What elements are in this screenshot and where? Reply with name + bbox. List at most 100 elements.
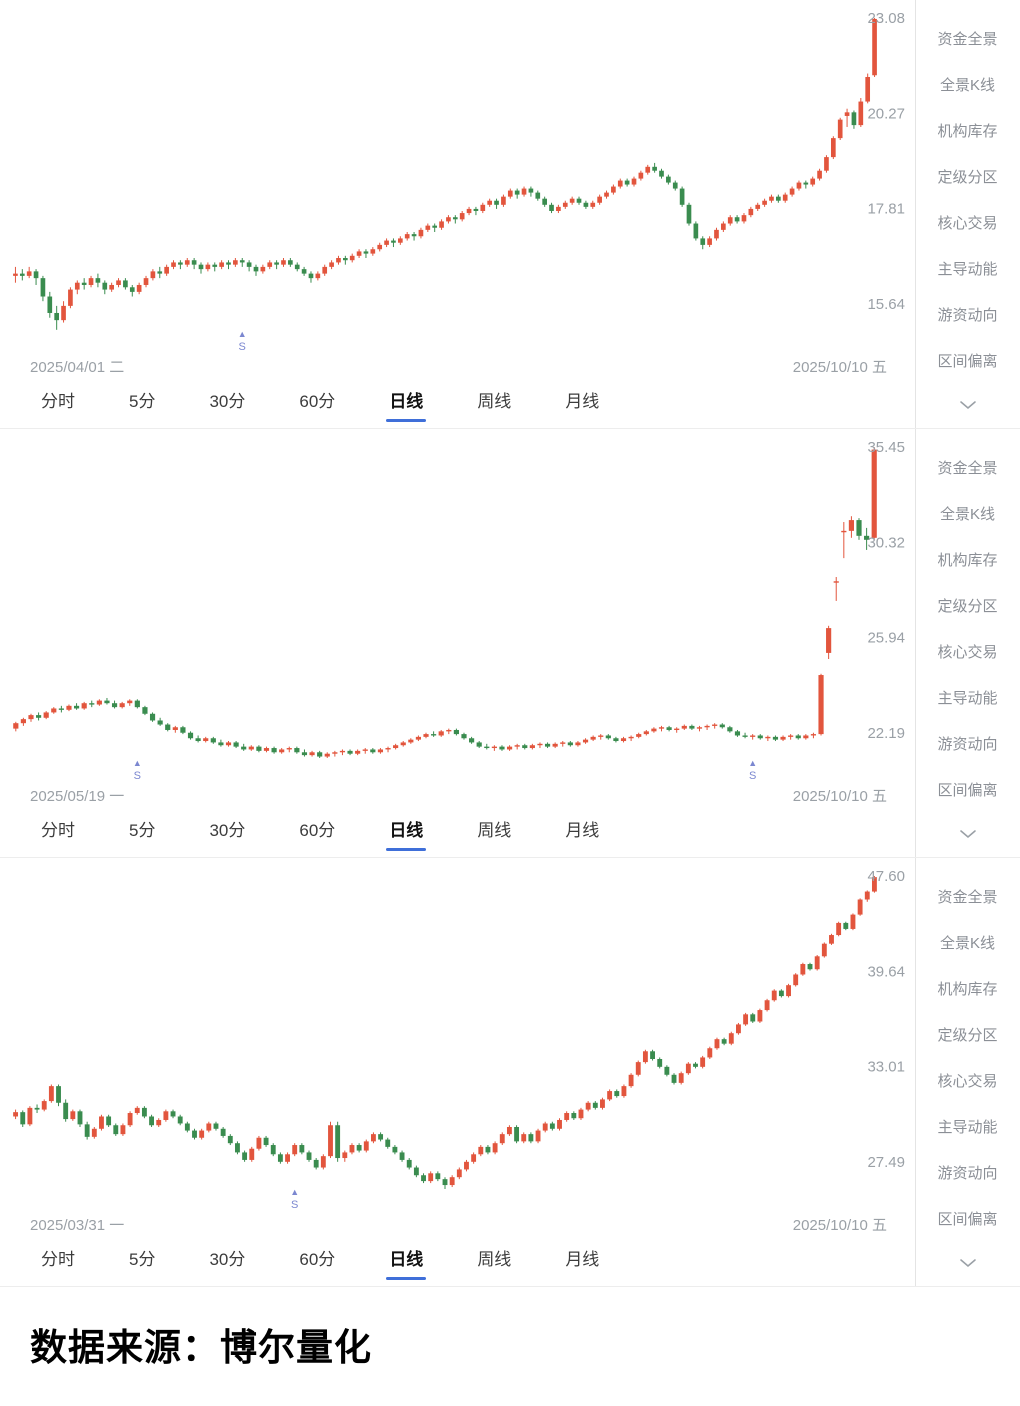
date-range-end: 2025/10/10 五 [792, 1216, 887, 1234]
sidebar-item-grading-zones[interactable]: 定级分区 [937, 1027, 998, 1044]
date-row: 2025/03/31 一 2025/10/10 五 [0, 1212, 915, 1236]
tab-30min[interactable]: 30分 [209, 808, 245, 853]
sidebar-item-dominant-momentum[interactable]: 主导动能 [937, 261, 998, 278]
sidebar-item-funds-panorama[interactable]: 资金全景 [937, 460, 998, 477]
sidebar-item-core-trading[interactable]: 核心交易 [937, 215, 998, 232]
sidebar-item-institution-inventory[interactable]: 机构库存 [937, 552, 998, 569]
candles-layer [13, 447, 877, 758]
tab-60min[interactable]: 60分 [299, 1237, 335, 1282]
y-axis-label: 23.08 [867, 10, 905, 27]
date-range-end: 2025/10/10 五 [792, 358, 887, 376]
tab-60min[interactable]: 60分 [299, 379, 335, 424]
y-axis-label: 47.60 [867, 868, 905, 885]
chart-area-1: 23.08 20.27 17.81 15.64 ▲ S 2025/04/01 二 2025… [0, 0, 915, 428]
tab-bar: 分时 5分 30分 60分 日线 周线 月线 [0, 807, 915, 857]
sidebar-item-funds-panorama[interactable]: 资金全景 [937, 889, 998, 906]
y-axis-label: 20.27 [867, 105, 905, 122]
y-axis-label: 17.81 [867, 201, 905, 218]
sidebar-item-range-deviation[interactable]: 区间偏离 [937, 1211, 998, 1228]
tab-bar: 分时 5分 30分 60分 日线 周线 月线 [0, 378, 915, 428]
signal-markers: ▲S [238, 329, 247, 353]
tab-daily[interactable]: 日线 [389, 379, 423, 424]
y-axis-label: 25.94 [867, 630, 905, 647]
sidebar-item-hot-money-trend[interactable]: 游资动向 [937, 1165, 998, 1182]
y-axis-label: 15.64 [867, 296, 905, 313]
signal-label: S [749, 770, 756, 782]
tab-30min[interactable]: 30分 [209, 379, 245, 424]
tab-5min[interactable]: 5分 [129, 1237, 155, 1282]
chart-section-1: 23.08 20.27 17.81 15.64 ▲ S 2025/04/01 二 2025… [0, 0, 1020, 429]
tab-weekly[interactable]: 周线 [477, 808, 511, 853]
y-axis-labels: 47.60 39.64 33.01 27.49 [867, 868, 905, 1171]
sidebar-item-dominant-momentum[interactable]: 主导动能 [937, 1119, 998, 1136]
signal-label: S [134, 770, 141, 782]
tab-weekly[interactable]: 周线 [477, 379, 511, 424]
tab-timeshare[interactable]: 分时 [41, 1237, 75, 1282]
sidebar-item-range-deviation[interactable]: 区间偏离 [937, 782, 998, 799]
sidebar-item-range-deviation[interactable]: 区间偏离 [937, 353, 998, 370]
signal-triangle-icon: ▲ [748, 758, 757, 768]
signal-triangle-icon: ▲ [290, 1187, 299, 1197]
chart-section-2: 35.45 30.32 25.94 22.19 ▲ S ▲ S 2025/05/19 一 20… [0, 429, 1020, 858]
y-axis-label: 39.64 [867, 963, 905, 980]
tab-5min[interactable]: 5分 [129, 379, 155, 424]
chart-area-3: 47.60 39.64 33.01 27.49 ▲ S 2025/03/31 一 2025… [0, 858, 915, 1286]
signal-triangle-icon: ▲ [133, 758, 142, 768]
tab-timeshare[interactable]: 分时 [41, 808, 75, 853]
candles-layer [13, 18, 877, 330]
date-row: 2025/04/01 二 2025/10/10 五 [0, 354, 915, 378]
chevron-down-icon[interactable] [959, 400, 977, 410]
sidebar-item-institution-inventory[interactable]: 机构库存 [937, 123, 998, 140]
signal-label: S [239, 341, 246, 353]
tab-timeshare[interactable]: 分时 [41, 379, 75, 424]
tab-5min[interactable]: 5分 [129, 808, 155, 853]
signal-label: S [291, 1199, 298, 1211]
chevron-down-icon[interactable] [959, 1258, 977, 1268]
data-source-text: 数据来源：博尔量化 [30, 1327, 372, 1368]
tab-daily[interactable]: 日线 [389, 808, 423, 853]
sidebar-item-panorama-kline[interactable]: 全景K线 [939, 77, 995, 94]
sidebar-item-institution-inventory[interactable]: 机构库存 [937, 981, 998, 998]
tab-daily[interactable]: 日线 [389, 1237, 423, 1282]
signal-markers: ▲S [290, 1187, 299, 1211]
sidebar-item-grading-zones[interactable]: 定级分区 [937, 598, 998, 615]
sidebar-item-dominant-momentum[interactable]: 主导动能 [937, 690, 998, 707]
sidebar-menu: 资金全景全景K线机构库存定级分区核心交易主导动能游资动向区间偏离 [915, 429, 1019, 857]
sidebar-item-hot-money-trend[interactable]: 游资动向 [937, 736, 998, 753]
sidebar-item-core-trading[interactable]: 核心交易 [937, 644, 998, 661]
sidebar-item-panorama-kline[interactable]: 全景K线 [939, 935, 995, 952]
candles-layer [13, 876, 877, 1190]
chart-area-2: 35.45 30.32 25.94 22.19 ▲ S ▲ S 2025/05/19 一 20… [0, 429, 915, 857]
tab-60min[interactable]: 60分 [299, 808, 335, 853]
y-axis-labels: 23.08 20.27 17.81 15.64 [867, 10, 905, 313]
candlestick-chart[interactable]: 35.45 30.32 25.94 22.19 ▲ S ▲ S [0, 431, 915, 783]
tab-bar: 分时 5分 30分 60分 日线 周线 月线 [0, 1236, 915, 1286]
sidebar-menu: 资金全景全景K线机构库存定级分区核心交易主导动能游资动向区间偏离 [915, 858, 1019, 1286]
sidebar-menu: 资金全景全景K线机构库存定级分区核心交易主导动能游资动向区间偏离 [915, 0, 1019, 428]
tab-30min[interactable]: 30分 [209, 1237, 245, 1282]
tab-monthly[interactable]: 月线 [565, 808, 599, 853]
tab-monthly[interactable]: 月线 [565, 379, 599, 424]
date-range-start: 2025/03/31 一 [30, 1216, 125, 1234]
tab-monthly[interactable]: 月线 [565, 1237, 599, 1282]
date-range-start: 2025/05/19 一 [30, 787, 125, 805]
date-range-end: 2025/10/10 五 [792, 787, 887, 805]
y-axis-label: 30.32 [867, 534, 905, 551]
y-axis-label: 27.49 [867, 1154, 905, 1171]
sidebar-item-core-trading[interactable]: 核心交易 [937, 1073, 998, 1090]
chevron-down-icon[interactable] [959, 829, 977, 839]
date-row: 2025/05/19 一 2025/10/10 五 [0, 783, 915, 807]
sidebar-item-grading-zones[interactable]: 定级分区 [937, 169, 998, 186]
chart-section-3: 47.60 39.64 33.01 27.49 ▲ S 2025/03/31 一 2025… [0, 858, 1020, 1287]
sidebar-item-funds-panorama[interactable]: 资金全景 [937, 31, 998, 48]
sidebar-item-panorama-kline[interactable]: 全景K线 [939, 506, 995, 523]
y-axis-labels: 35.45 30.32 25.94 22.19 [867, 439, 905, 742]
y-axis-label: 35.45 [867, 439, 905, 456]
signal-triangle-icon: ▲ [238, 329, 247, 339]
date-range-start: 2025/04/01 二 [30, 358, 125, 376]
sidebar-item-hot-money-trend[interactable]: 游资动向 [937, 307, 998, 324]
y-axis-label: 22.19 [867, 725, 905, 742]
tab-weekly[interactable]: 周线 [477, 1237, 511, 1282]
